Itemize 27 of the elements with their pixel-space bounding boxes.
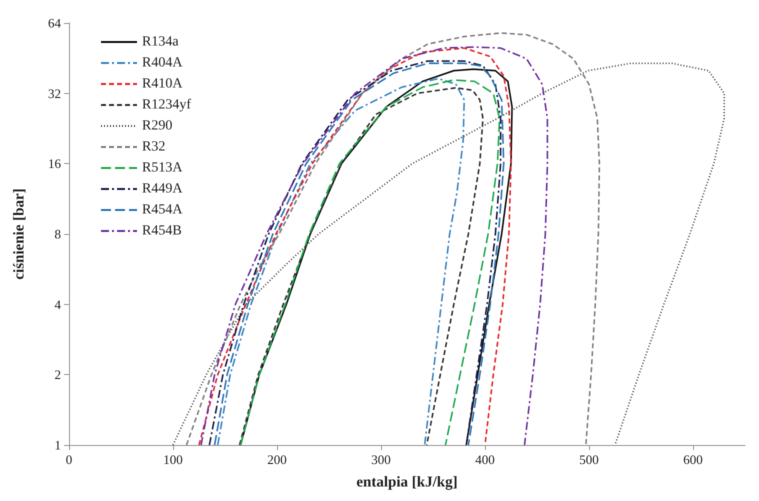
y-tick-label: 2 bbox=[54, 367, 61, 382]
x-tick-label: 100 bbox=[163, 452, 183, 467]
legend-label: R454B bbox=[142, 224, 182, 238]
legend-label: R513A bbox=[142, 160, 184, 176]
y-tick-label: 32 bbox=[48, 86, 61, 101]
legend-label: R410A bbox=[142, 76, 184, 92]
legend-label: R454A bbox=[142, 202, 184, 218]
y-tick-label: 16 bbox=[48, 156, 62, 172]
x-tick-label: 400 bbox=[475, 452, 495, 467]
x-tick-label: 600 bbox=[683, 452, 703, 467]
y-tick-label: 64 bbox=[48, 16, 62, 30]
legend-label: R290 bbox=[142, 118, 172, 134]
x-axis-title: entalpia [kJ/kg] bbox=[356, 474, 458, 490]
legend-label: R404A bbox=[142, 56, 184, 70]
legend-label: R449A bbox=[142, 182, 184, 196]
x-tick-label: 0 bbox=[66, 452, 72, 467]
y-tick-label: 4 bbox=[54, 296, 62, 312]
x-tick-label: 200 bbox=[267, 452, 287, 467]
legend-label: R1234yf bbox=[142, 98, 192, 112]
x-tick-label: 500 bbox=[579, 452, 599, 467]
legend-label: R32 bbox=[142, 140, 166, 154]
legend-label: R134a bbox=[142, 34, 180, 50]
y-tick-label: 8 bbox=[54, 226, 61, 242]
y-tick-label: 1 bbox=[54, 438, 61, 452]
x-tick-label: 300 bbox=[371, 452, 391, 467]
line-series bbox=[216, 78, 465, 446]
y-axis-title: ciśnienie [bar] bbox=[12, 188, 28, 280]
